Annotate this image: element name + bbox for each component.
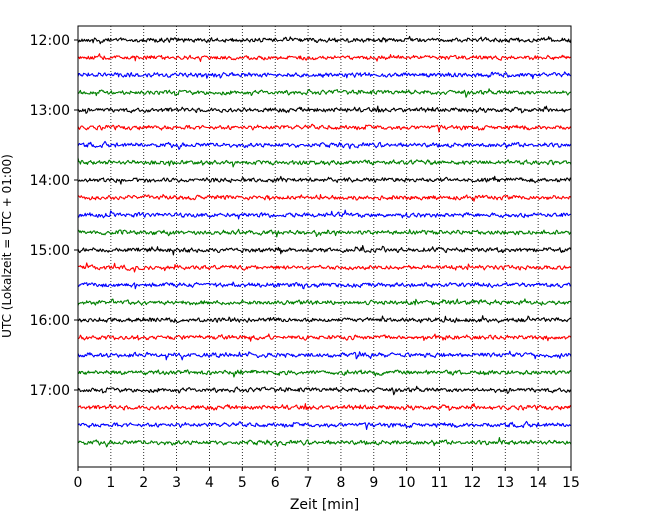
trace-line: [77, 315, 572, 324]
plot-frame: [77, 25, 572, 468]
trace-line: [77, 403, 572, 411]
y-axis-title: UTC (Lokalzeit = UTC + 01:00): [0, 154, 14, 338]
trace-line: [77, 298, 572, 306]
trace-line: [77, 71, 572, 80]
trace-line: [77, 123, 572, 133]
trace-line: [77, 385, 572, 396]
x-axis: 0 1 2 3 4 5 6 7 8 9 10 11 12 13 14 15: [74, 467, 580, 491]
y-tick-label: 15:00: [30, 243, 70, 259]
trace-line: [77, 262, 572, 273]
x-tick-label: 10: [398, 475, 416, 491]
y-axis: 12:00 13:00 14:00 15:00 16:00 17:00: [30, 33, 78, 399]
x-tick-label: 15: [562, 475, 580, 491]
x-tick-label: 5: [238, 475, 247, 491]
x-axis-title: Zeit [min]: [290, 497, 359, 513]
trace-line: [77, 350, 572, 361]
x-tick-label: 13: [496, 475, 514, 491]
trace-line: [77, 369, 572, 378]
y-tick-label: 14:00: [30, 173, 70, 189]
trace-line: [77, 209, 572, 220]
y-tick-label: 13:00: [30, 103, 70, 119]
trace-line: [77, 140, 572, 150]
x-tick-label: 4: [205, 475, 214, 491]
trace-line: [77, 193, 572, 202]
x-tick-label: 1: [106, 475, 115, 491]
trace-line: [77, 88, 572, 98]
x-tick-label: 12: [463, 475, 481, 491]
x-tick-label: 7: [304, 475, 313, 491]
y-tick-label: 16:00: [30, 313, 70, 329]
x-tick-label: 0: [74, 475, 83, 491]
y-tick-label: 17:00: [30, 383, 70, 399]
x-tick-label: 3: [172, 475, 181, 491]
x-tick-label: 11: [431, 475, 449, 491]
trace-line: [77, 333, 572, 342]
trace-line: [77, 105, 572, 114]
trace-line: [77, 157, 572, 168]
x-tick-label: 6: [271, 475, 280, 491]
trace-line: [77, 228, 572, 238]
trace-line: [77, 420, 572, 431]
x-tick-label: 2: [139, 475, 148, 491]
x-tick-label: 9: [369, 475, 378, 491]
trace-group: [77, 35, 572, 448]
trace-line: [77, 436, 572, 448]
trace-line: [77, 281, 572, 290]
x-tick-label: 8: [336, 475, 345, 491]
trace-line: [77, 244, 572, 256]
trace-line: [77, 175, 572, 185]
y-tick-label: 12:00: [30, 33, 70, 49]
trace-line: [77, 53, 572, 63]
trace-line: [77, 35, 572, 45]
x-tick-label: 14: [529, 475, 547, 491]
